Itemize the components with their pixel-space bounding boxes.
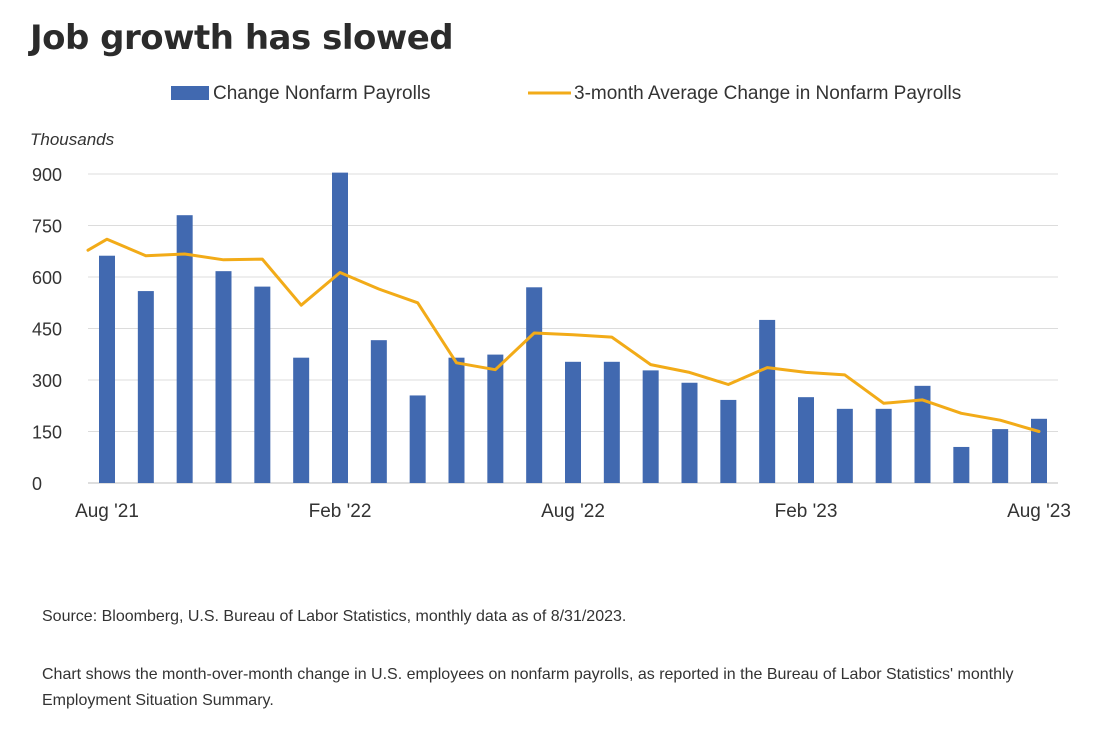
bar [215,271,232,483]
legend: Change Nonfarm Payrolls 3-month Average … [171,83,961,104]
bar [992,429,1009,483]
y-tick-label: 0 [32,474,42,494]
bar [526,287,543,483]
bar [1031,418,1047,483]
bar [409,395,426,483]
y-tick-label: 750 [32,217,62,237]
bar [370,340,387,483]
y-tick-label: 150 [32,423,62,443]
chart-title: Job growth has slowed [30,18,454,58]
bar [914,385,931,483]
y-tick-label: 300 [32,371,62,391]
bar [487,354,504,483]
chart-description: Chart shows the month-over-month change … [42,666,1014,709]
bar [137,291,154,483]
x-tick-label: Aug '21 [75,501,139,522]
x-tick-label: Feb '22 [309,501,372,522]
x-tick-label: Aug '23 [1007,501,1071,522]
bar [798,397,814,483]
bar [642,370,659,483]
legend-swatch-bar [171,86,209,100]
y-tick-labels: 0 150 300 450 600 750 900 [32,165,62,494]
bar [875,408,892,483]
line-series [86,237,1041,433]
source-note: Source: Bloomberg, U.S. Bureau of Labor … [42,608,627,625]
x-tick-labels: Aug '21 Feb '22 Aug '22 Feb '23 Aug '23 [75,501,1071,522]
bar [759,319,776,483]
bar [681,382,698,483]
bar [720,399,737,483]
bar [176,215,193,483]
bar [99,255,115,483]
y-axis-label: Thousands [30,130,115,149]
bar [293,357,310,483]
y-tick-label: 450 [32,320,62,340]
x-tick-label: Feb '23 [775,501,838,522]
bar [953,446,970,483]
y-tick-label: 900 [32,165,62,185]
bar [332,172,348,484]
payrolls-chart: Change Nonfarm Payrolls 3-month Average … [30,83,1071,522]
bar [254,286,271,483]
x-tick-label: Aug '22 [541,501,605,522]
bar-series [99,172,1047,484]
bar [836,408,853,483]
legend-label-bars: Change Nonfarm Payrolls [213,83,431,104]
average-line [86,237,1041,433]
bar [565,361,581,483]
bar [603,361,620,483]
bar [448,357,465,483]
y-tick-label: 600 [32,268,62,288]
legend-label-line: 3-month Average Change in Nonfarm Payrol… [574,83,961,104]
